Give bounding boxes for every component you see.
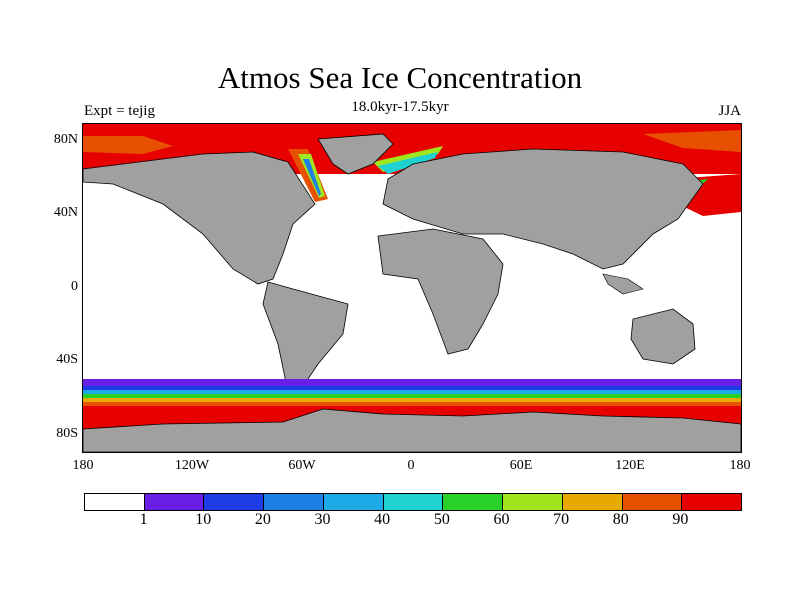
colorbar-label: 10 — [195, 511, 212, 528]
lon-label-180e: 180 — [729, 458, 751, 473]
season-label: JJA — [718, 103, 741, 119]
colorbar-label: 30 — [314, 511, 331, 528]
colorbar-swatch — [443, 494, 504, 510]
eurasia — [382, 148, 704, 270]
experiment-label: Expt = tejig — [84, 103, 155, 119]
arctic-ice-orange-east — [643, 130, 741, 152]
lat-label-0: 0 — [71, 279, 78, 294]
south-america — [262, 281, 349, 395]
lon-label-60w: 60W — [288, 458, 316, 473]
colorbar-swatch — [85, 494, 145, 510]
map-plot-area — [82, 123, 742, 453]
lon-label-120w: 120W — [174, 458, 210, 473]
lon-label-180w: 180 — [72, 458, 94, 473]
colorbar-label: 40 — [374, 511, 391, 528]
chart-subtitle: 18.0kyr-17.5kyr — [351, 99, 449, 115]
map-svg — [83, 124, 741, 452]
colorbar-label: 50 — [433, 511, 450, 528]
colorbar-swatch — [323, 494, 384, 510]
indonesia — [602, 273, 644, 295]
lat-label-80n: 80N — [53, 132, 78, 147]
lon-label-0: 0 — [407, 458, 415, 473]
colorbar-label: 90 — [672, 511, 689, 528]
antarctica — [83, 408, 741, 452]
north-america — [83, 151, 316, 285]
arctic-ice-orange-west — [83, 136, 173, 154]
lon-label-60e: 60E — [509, 458, 533, 473]
colorbar-label: 20 — [254, 511, 271, 528]
greenland — [317, 133, 394, 175]
australia — [630, 308, 696, 365]
labrador-ice-blue — [303, 159, 321, 196]
colorbar-swatch — [383, 494, 444, 510]
colorbar-swatch — [144, 494, 205, 510]
colorbar-swatch — [562, 494, 623, 510]
colorbar-swatch — [264, 494, 324, 510]
colorbar-swatch — [503, 494, 563, 510]
colorbar-label: 70 — [553, 511, 570, 528]
colorbar-label: 60 — [493, 511, 510, 528]
lat-label-40s: 40S — [56, 352, 78, 367]
chart-title: Atmos Sea Ice Concentration — [217, 60, 583, 95]
colorbar — [84, 493, 742, 511]
colorbar-swatch — [204, 494, 265, 510]
africa — [377, 228, 504, 355]
lon-label-120e: 120E — [615, 458, 645, 473]
lat-label-40n: 40N — [53, 205, 78, 220]
colorbar-swatch — [622, 494, 683, 510]
lat-label-80s: 80S — [56, 426, 78, 441]
colorbar-label: 80 — [612, 511, 629, 528]
colorbar-swatch — [682, 494, 742, 510]
nordic-ice-cyan — [378, 152, 438, 174]
colorbar-label: 1 — [139, 511, 148, 528]
